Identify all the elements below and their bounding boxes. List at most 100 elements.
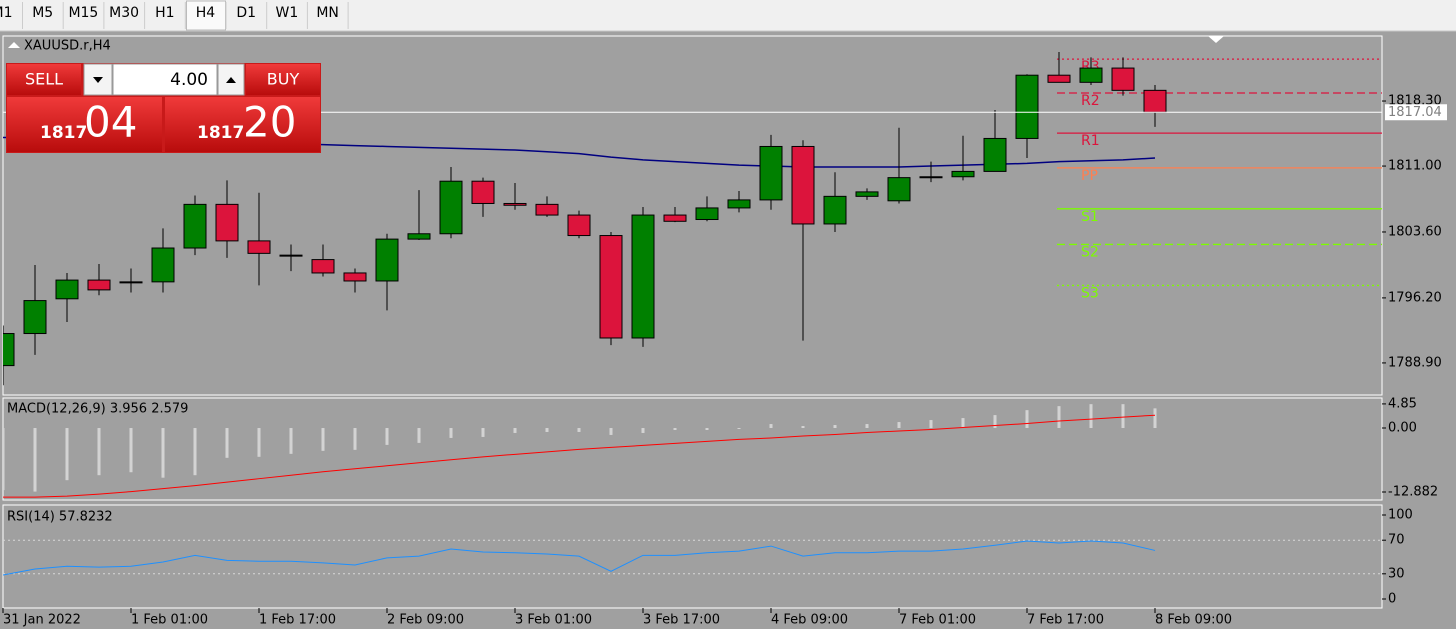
timeframe-button[interactable]: D1 — [236, 5, 256, 21]
candle-body — [919, 176, 943, 179]
candle-body — [855, 191, 879, 197]
pivot-label: S2 — [1081, 244, 1099, 260]
axes: 1788.901796.201803.601811.001818.301817.… — [2, 94, 1447, 628]
candle-body — [535, 203, 559, 216]
candle-body — [279, 254, 303, 257]
candle-body — [695, 207, 719, 221]
pivot-label: PP — [1081, 168, 1098, 184]
sell-price-box[interactable] — [7, 97, 162, 152]
down-arrow — [93, 77, 103, 83]
candle-body — [1143, 89, 1167, 113]
timeframe-button[interactable]: H4 — [196, 5, 216, 21]
candle-body — [791, 145, 815, 225]
timeframe-button[interactable]: M30 — [109, 5, 139, 21]
macd-bar — [673, 428, 677, 430]
macd-bar — [449, 428, 453, 438]
candle-body — [3, 333, 15, 367]
pivot-label: S3 — [1081, 285, 1099, 301]
buy-button[interactable] — [246, 64, 320, 95]
timeframe-button[interactable]: MN — [316, 5, 339, 21]
candle-body — [727, 199, 751, 209]
sell-price-big: 1817 — [40, 123, 87, 143]
rsi-frame — [2, 504, 1383, 609]
candle-body — [1047, 74, 1071, 83]
candle-body — [471, 180, 495, 204]
macd-bar — [705, 428, 709, 430]
timeframe-button[interactable]: M15 — [68, 5, 98, 21]
sell-label[interactable]: SELL — [25, 70, 63, 89]
x-tick-label: 1 Feb 17:00 — [259, 613, 336, 628]
macd-bar — [1121, 404, 1125, 429]
buy-price-big: 1817 — [197, 123, 244, 143]
price-label-box — [1385, 104, 1447, 121]
sell-price-pips: 04 — [84, 98, 137, 147]
y-tick-label: 100 — [1388, 507, 1413, 522]
active-tab — [186, 0, 226, 31]
candle-body — [887, 177, 911, 202]
rsi-title: RSI(14) 57.8232 — [7, 510, 113, 525]
y-tick-label: 0 — [1388, 592, 1396, 607]
macd-bar — [833, 425, 837, 429]
macd-bar — [1025, 410, 1029, 429]
x-tick-label: 1 Feb 01:00 — [131, 613, 208, 628]
candle-body — [567, 214, 591, 237]
lot-input[interactable] — [112, 63, 218, 96]
pivot-label: R1 — [1081, 133, 1100, 149]
macd-bar — [513, 428, 517, 433]
macd-bar — [1153, 408, 1157, 429]
candle-body — [55, 279, 79, 300]
macd-frame — [2, 397, 1383, 501]
macd-bar — [545, 428, 549, 432]
y-tick-label: 1788.90 — [1388, 355, 1442, 370]
timeframe-button[interactable]: M1 — [0, 5, 13, 21]
x-tick-label: 7 Feb 01:00 — [899, 613, 976, 628]
buy-label[interactable]: BUY — [267, 70, 300, 89]
timeframe-button[interactable]: H1 — [155, 5, 174, 21]
y-tick-label: 1803.60 — [1388, 224, 1442, 239]
candle-body — [23, 300, 47, 335]
macd-bar — [929, 420, 933, 429]
x-tick-label: 3 Feb 01:00 — [515, 613, 592, 628]
lot-value[interactable]: 4.00 — [170, 70, 208, 90]
macd-bar — [33, 428, 37, 492]
candle-body — [1015, 74, 1039, 139]
macd-bar — [609, 428, 613, 435]
price-label: 1817.04 — [1388, 105, 1442, 120]
y-tick-label: 70 — [1388, 533, 1405, 548]
signal-line — [3, 414, 1156, 498]
toolbar: M1 M5 M15 M30 H1 H4 D1 W1 MN — [0, 0, 349, 31]
macd-bar — [865, 424, 869, 429]
timeframe-button[interactable]: M5 — [32, 5, 53, 21]
macd-bar — [225, 428, 229, 458]
candle-body — [119, 281, 143, 284]
y-tick-label: 0.00 — [1388, 421, 1417, 436]
macd-plot — [3, 404, 1157, 498]
macd-bar — [577, 428, 581, 432]
candle-body — [951, 170, 975, 178]
macd-bar — [257, 428, 261, 457]
macd-bar — [3, 428, 5, 491]
candle-body — [247, 240, 271, 254]
macd-bar — [129, 428, 133, 473]
sell-button[interactable] — [7, 64, 81, 95]
candle-body — [1111, 67, 1135, 91]
timeframe-button[interactable]: W1 — [276, 5, 299, 21]
chart-title: XAUUSD.r,H4 — [24, 39, 111, 54]
macd-bar — [65, 428, 69, 481]
pivot-label: S1 — [1081, 209, 1099, 225]
shift-marker — [1208, 36, 1224, 43]
candle-body — [631, 214, 655, 339]
y-tick-label: 30 — [1388, 566, 1405, 581]
macd-bar — [1057, 406, 1061, 429]
pivot-label: R2 — [1081, 93, 1100, 109]
buy-price-box[interactable] — [165, 97, 320, 152]
candle-body — [375, 238, 399, 282]
main-frame — [2, 35, 1383, 396]
macd-bar — [385, 428, 389, 445]
x-tick-label: 7 Feb 17:00 — [1027, 613, 1104, 628]
candle-body — [311, 259, 335, 274]
candle-body — [183, 203, 207, 249]
